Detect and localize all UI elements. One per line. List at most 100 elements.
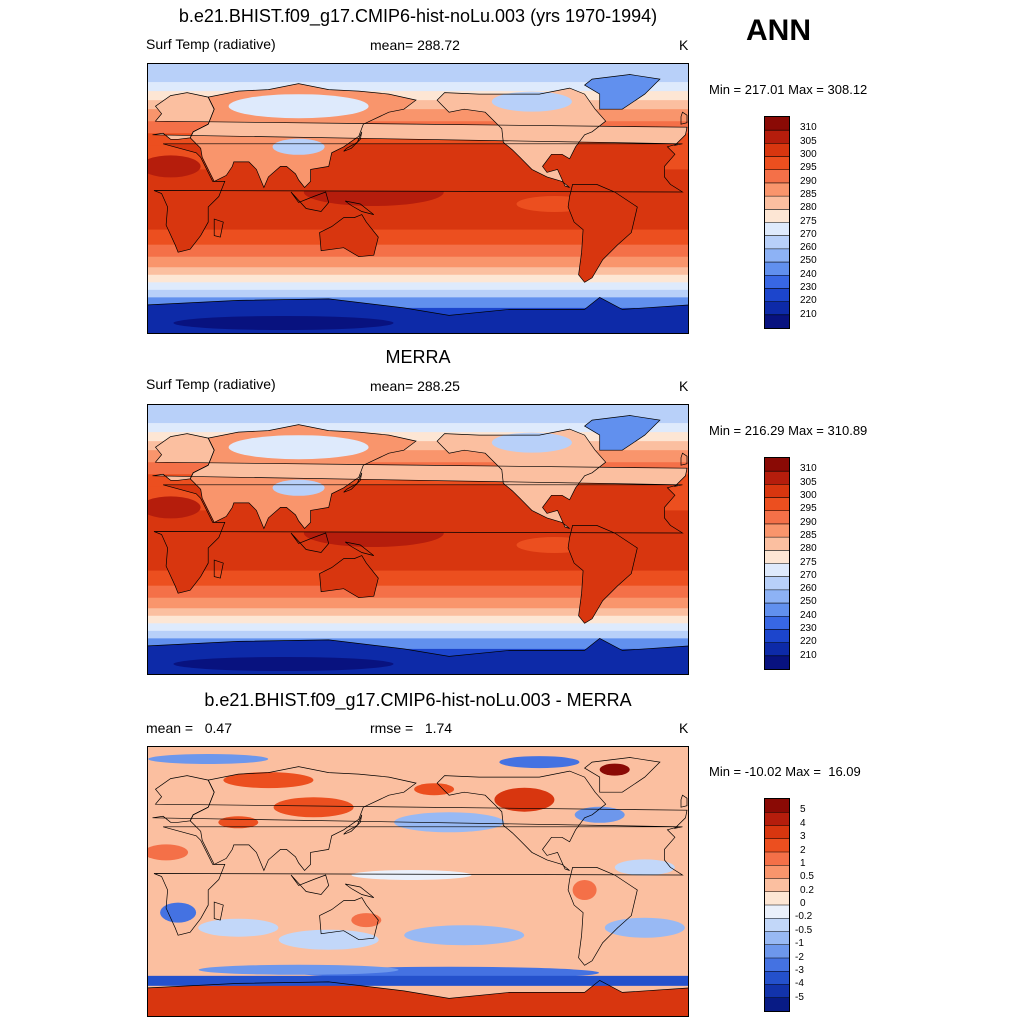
colorbar-tick-label: 260 <box>800 242 817 254</box>
panel-3-title: b.e21.BHIST.f09_g17.CMIP6-hist-noLu.003 … <box>204 690 632 710</box>
colorbar-tick-label: 270 <box>800 569 817 581</box>
colorbar-swatch <box>765 537 789 551</box>
colorbar-swatch <box>765 314 789 328</box>
colorbar-tick-label: 300 <box>800 489 817 501</box>
colorbar-tick-label: 280 <box>800 202 817 214</box>
panel-3-units-label: K <box>679 720 689 736</box>
panel-2-variable-label: Surf Temp (radiative) <box>146 376 276 392</box>
panel-1-minmax: Min = 217.01 Max = 308.12 <box>709 82 868 97</box>
colorbar-tick-label: 290 <box>800 175 817 187</box>
colorbar-swatch <box>765 629 789 644</box>
panel-2-map <box>147 404 689 675</box>
colorbar-swatch <box>765 248 789 263</box>
colorbar-swatch <box>765 655 789 669</box>
colorbar-swatch <box>765 275 789 289</box>
colorbar-swatch <box>765 589 789 604</box>
colorbar-tick-label: 285 <box>800 188 817 200</box>
colorbar-tick-label: 295 <box>800 503 817 515</box>
colorbar-swatch <box>765 156 789 171</box>
colorbar-swatch <box>765 497 789 512</box>
colorbar-swatch <box>765 642 789 657</box>
colorbar-tick-label: 250 <box>800 255 817 267</box>
colorbar-swatch <box>765 852 789 866</box>
colorbar-swatch <box>765 931 789 946</box>
colorbar-tick-label: -2 <box>795 951 804 963</box>
colorbar-swatch <box>765 458 789 472</box>
colorbar-swatch <box>765 196 789 210</box>
colorbar-swatch <box>765 576 789 591</box>
colorbar-swatch <box>765 563 789 578</box>
colorbar-swatch <box>765 301 789 316</box>
colorbar-swatch <box>765 918 789 932</box>
panel-2-mean-label: mean= 288.25 <box>370 378 460 394</box>
panel-3-minmax: Min = -10.02 Max = 16.09 <box>709 764 861 779</box>
colorbar-swatch <box>765 235 789 250</box>
colorbar-tick-label: -1 <box>795 938 804 950</box>
colorbar-tick-label: 305 <box>800 135 817 147</box>
panel-1-variable-label: Surf Temp (radiative) <box>146 36 276 52</box>
colorbar-swatch <box>765 891 789 906</box>
colorbar-swatch <box>765 944 789 959</box>
colorbar-tick-label: 0.2 <box>800 884 814 896</box>
colorbar-tick-label: 240 <box>800 268 817 280</box>
colorbar-tick-label: 275 <box>800 556 817 568</box>
colorbar-tick-label: -0.5 <box>795 924 813 936</box>
colorbar-tick-label: 0 <box>800 898 806 909</box>
colorbar-swatch <box>765 812 789 826</box>
colorbar-swatch <box>765 799 789 813</box>
colorbar-swatch <box>765 616 789 630</box>
panel-2-title: MERRA <box>385 347 451 367</box>
colorbar-swatch <box>765 262 789 276</box>
panel-1-units-label: K <box>679 37 689 53</box>
colorbar-tick-label: 220 <box>800 295 817 307</box>
season-label: ANN <box>746 14 811 47</box>
colorbar-tick-label: 210 <box>800 308 817 320</box>
colorbar-tick-label: 230 <box>800 282 817 294</box>
colorbar-tick-label: 4 <box>800 817 806 829</box>
colorbar-tick-label: 275 <box>800 215 817 227</box>
panel-2-colorbar <box>764 457 790 670</box>
panel-3-mean-label: mean = 0.47 <box>146 720 233 736</box>
colorbar-tick-label: 300 <box>800 148 817 160</box>
colorbar-swatch <box>765 603 789 617</box>
colorbar-swatch <box>765 878 789 893</box>
colorbar-swatch <box>765 143 789 158</box>
colorbar-tick-label: -4 <box>795 978 804 990</box>
colorbar-tick-label: 5 <box>800 804 806 816</box>
colorbar-swatch <box>765 865 789 879</box>
colorbar-swatch <box>765 222 789 237</box>
colorbar-tick-label: 240 <box>800 609 817 621</box>
colorbar-swatch <box>765 550 789 564</box>
colorbar-tick-label: 310 <box>800 463 817 475</box>
colorbar-tick-label: 1 <box>800 857 806 869</box>
colorbar-swatch <box>765 838 789 853</box>
panel-3-map <box>147 746 689 1017</box>
colorbar-tick-label: 2 <box>800 844 806 856</box>
colorbar-swatch <box>765 288 789 303</box>
panel-3-colorbar <box>764 798 790 1012</box>
colorbar-tick-label: 295 <box>800 162 817 174</box>
colorbar-swatch <box>765 997 789 1011</box>
panel-3-rmse-label: rmse = 1.74 <box>370 720 453 736</box>
colorbar-tick-label: 285 <box>800 529 817 541</box>
colorbar-swatch <box>765 169 789 184</box>
colorbar-tick-label: -5 <box>795 991 804 1003</box>
colorbar-swatch <box>765 825 789 840</box>
colorbar-tick-label: 290 <box>800 516 817 528</box>
panel-1-map <box>147 63 689 334</box>
colorbar-tick-label: 220 <box>800 636 817 648</box>
colorbar-tick-label: 270 <box>800 228 817 240</box>
panel-2-units-label: K <box>679 378 689 394</box>
colorbar-tick-label: 310 <box>800 122 817 134</box>
colorbar-swatch <box>765 117 789 131</box>
colorbar-tick-label: 250 <box>800 596 817 608</box>
colorbar-tick-label: 0.5 <box>800 871 814 883</box>
colorbar-swatch <box>765 471 789 485</box>
colorbar-tick-label: 305 <box>800 476 817 488</box>
colorbar-tick-label: -0.2 <box>795 911 813 923</box>
panel-1-title: b.e21.BHIST.f09_g17.CMIP6-hist-noLu.003 … <box>178 6 658 26</box>
colorbar-swatch <box>765 984 789 999</box>
colorbar-tick-label: 230 <box>800 623 817 635</box>
colorbar-swatch <box>765 182 789 197</box>
colorbar-tick-label: 280 <box>800 543 817 555</box>
